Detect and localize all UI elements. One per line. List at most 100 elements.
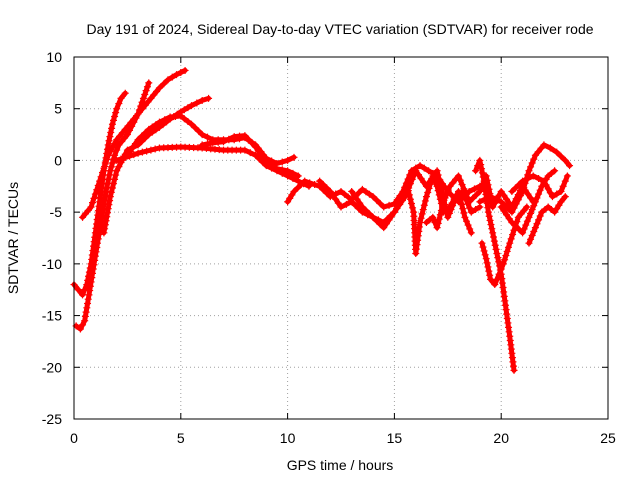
data-point (540, 141, 548, 149)
data-point (105, 201, 113, 209)
data-point (544, 185, 552, 193)
data-point (350, 191, 358, 199)
data-point (101, 225, 109, 233)
data-point (348, 198, 356, 206)
data-point (105, 137, 113, 145)
data-point (191, 124, 199, 132)
data-point (478, 169, 486, 177)
data-point (112, 171, 120, 179)
data-point (323, 184, 331, 192)
data-point (362, 188, 370, 196)
data-point (111, 112, 119, 120)
data-point (81, 312, 89, 320)
data-point (403, 188, 411, 196)
data-point (148, 123, 156, 131)
data-point (337, 203, 345, 211)
data-point (97, 173, 105, 181)
data-point (100, 229, 108, 237)
data-point (138, 148, 146, 156)
data-point (173, 71, 181, 79)
data-point (528, 206, 536, 214)
data-point (380, 218, 388, 226)
y-tick-label: 5 (54, 101, 62, 117)
data-point (418, 210, 426, 218)
data-point (527, 163, 535, 171)
data-point (495, 270, 503, 278)
series-t2 (72, 79, 153, 333)
data-point (474, 162, 482, 170)
data-point (516, 192, 524, 200)
data-point (481, 182, 489, 190)
data-point (81, 286, 89, 294)
data-point (284, 167, 292, 175)
data-point (566, 162, 574, 170)
data-point (420, 201, 428, 209)
data-point (103, 213, 111, 221)
data-point (417, 175, 425, 183)
data-point (503, 310, 511, 318)
data-point (484, 263, 492, 271)
data-point (438, 188, 446, 196)
data-point (184, 104, 192, 112)
data-point (358, 185, 366, 193)
data-point (447, 206, 455, 214)
data-point (456, 176, 464, 184)
data-point (316, 177, 324, 185)
data-point (493, 250, 501, 258)
data-point (561, 193, 569, 201)
data-point (406, 195, 414, 203)
data-point (476, 187, 484, 195)
data-point (437, 184, 445, 192)
data-point (546, 189, 554, 197)
data-point (106, 147, 114, 155)
data-point (93, 243, 101, 251)
data-point (88, 274, 96, 282)
data-point (383, 215, 391, 223)
data-point (164, 76, 172, 84)
data-point (412, 250, 420, 258)
series-t14 (476, 141, 574, 216)
data-point (161, 116, 169, 124)
data-point (145, 125, 153, 133)
series-layer (70, 66, 574, 374)
data-point (499, 260, 507, 268)
data-point (91, 190, 99, 198)
data-point (520, 183, 528, 191)
y-tick-label: -20 (42, 359, 62, 375)
data-point (101, 192, 109, 200)
data-point (527, 235, 535, 243)
data-point (460, 209, 468, 217)
data-point (466, 204, 474, 212)
data-point (126, 147, 134, 155)
data-point (141, 129, 149, 137)
data-point (353, 195, 361, 203)
data-point (422, 193, 430, 201)
data-point (530, 202, 538, 210)
data-point (444, 213, 452, 221)
data-point (429, 213, 437, 221)
data-point (472, 206, 480, 214)
data-point (123, 131, 131, 139)
data-point (469, 194, 477, 202)
data-point (485, 267, 493, 275)
data-point (103, 183, 111, 191)
data-point (525, 213, 533, 221)
data-point (289, 169, 297, 177)
data-point (504, 243, 512, 251)
data-point (362, 206, 370, 214)
data-point (89, 265, 97, 273)
data-point (121, 89, 129, 97)
data-point (500, 292, 508, 300)
data-point (373, 196, 381, 204)
data-point (97, 189, 105, 197)
data-point (421, 197, 429, 205)
data-point (337, 187, 345, 195)
chart-title: Day 191 of 2024, Sidereal Day-to-day VTE… (86, 21, 593, 37)
data-point (198, 96, 206, 104)
data-point (348, 187, 356, 195)
data-point (499, 283, 507, 291)
data-point (106, 193, 114, 201)
